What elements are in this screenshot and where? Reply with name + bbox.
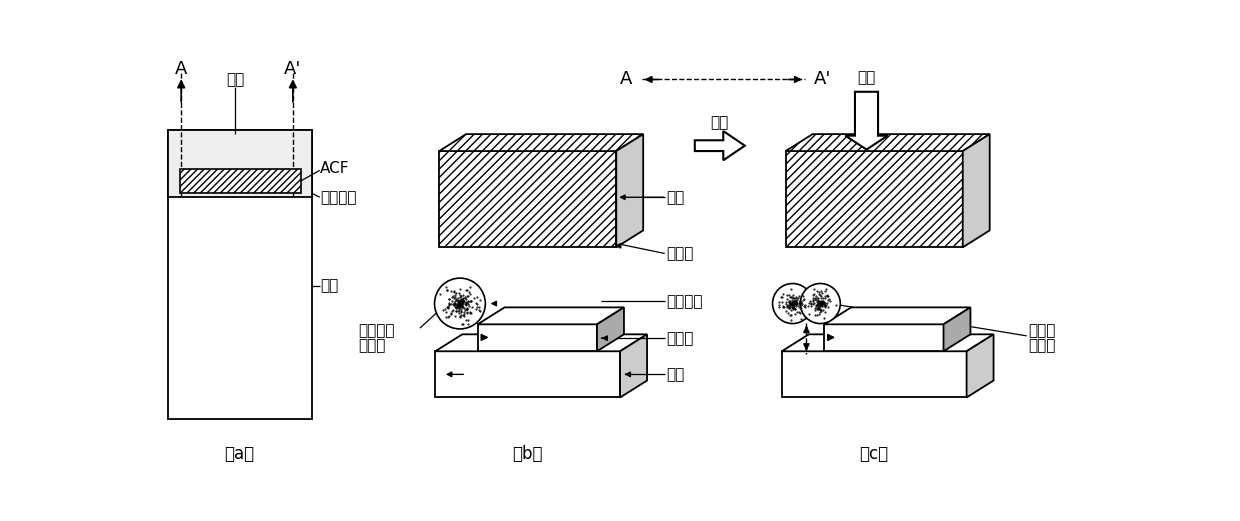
Text: 破裂的: 破裂的 bbox=[1028, 323, 1055, 338]
FancyArrow shape bbox=[846, 92, 888, 150]
Polygon shape bbox=[439, 134, 644, 151]
Polygon shape bbox=[825, 307, 971, 324]
Bar bbox=[825, 324, 944, 351]
Text: A': A' bbox=[815, 70, 832, 89]
Text: 绝缘胶体: 绝缘胶体 bbox=[666, 294, 703, 309]
Circle shape bbox=[773, 283, 812, 324]
FancyArrow shape bbox=[694, 131, 745, 160]
Polygon shape bbox=[596, 307, 624, 351]
Bar bbox=[435, 351, 620, 398]
Polygon shape bbox=[477, 307, 624, 324]
Text: 芯片: 芯片 bbox=[666, 190, 684, 205]
Polygon shape bbox=[620, 334, 647, 398]
Text: ACF: ACF bbox=[320, 162, 350, 176]
Polygon shape bbox=[967, 334, 993, 398]
Circle shape bbox=[800, 283, 841, 324]
Bar bbox=[786, 151, 962, 247]
Text: （a）: （a） bbox=[224, 445, 254, 463]
Polygon shape bbox=[435, 334, 647, 351]
Bar bbox=[169, 130, 312, 197]
Text: 热压: 热压 bbox=[857, 70, 875, 85]
Text: 微胶囊: 微胶囊 bbox=[1028, 338, 1055, 353]
Text: 金手指: 金手指 bbox=[666, 331, 693, 345]
Text: A': A' bbox=[284, 60, 301, 78]
Text: A: A bbox=[620, 70, 632, 89]
Text: 微胶囊: 微胶囊 bbox=[358, 338, 386, 353]
Bar bbox=[439, 151, 616, 247]
Polygon shape bbox=[962, 134, 990, 247]
Polygon shape bbox=[781, 334, 993, 351]
Polygon shape bbox=[616, 134, 644, 247]
Text: 金手指: 金手指 bbox=[666, 246, 693, 261]
Text: （b）: （b） bbox=[512, 445, 543, 463]
Text: 面板: 面板 bbox=[666, 367, 684, 382]
Text: A: A bbox=[175, 60, 187, 78]
Polygon shape bbox=[944, 307, 971, 351]
Bar bbox=[477, 324, 596, 351]
Text: 绑定: 绑定 bbox=[711, 115, 729, 130]
Text: 芯片: 芯片 bbox=[226, 72, 244, 87]
Bar bbox=[781, 351, 967, 398]
Bar bbox=[180, 169, 300, 193]
Text: 未破裂的: 未破裂的 bbox=[358, 323, 394, 338]
Bar bbox=[169, 130, 312, 419]
Circle shape bbox=[434, 278, 485, 329]
Text: 绑定区域: 绑定区域 bbox=[320, 190, 356, 205]
Text: 面板: 面板 bbox=[320, 278, 339, 293]
Polygon shape bbox=[786, 134, 990, 151]
Text: （c）: （c） bbox=[859, 445, 889, 463]
